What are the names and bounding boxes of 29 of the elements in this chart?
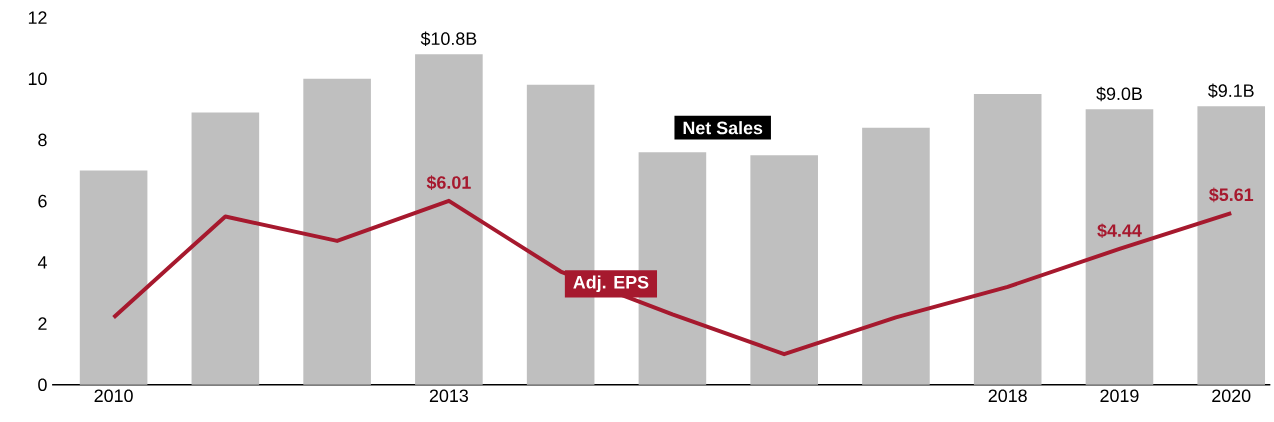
data-label: $9.1B [1208, 83, 1254, 99]
bar [79, 170, 148, 385]
data-label: $10.8B [420, 31, 477, 47]
bar [862, 127, 930, 385]
data-label: $4.44 [1097, 223, 1142, 239]
x-tick-label: 2019 [1100, 389, 1139, 403]
x-tick-label: 2010 [94, 389, 133, 403]
y-tick-label: 6 [38, 195, 47, 208]
y-tick-label: 8 [38, 133, 47, 147]
bar [303, 78, 371, 385]
bar [415, 54, 483, 385]
data-label: $6.01 [426, 175, 471, 191]
x-tick-label: 2013 [429, 389, 468, 403]
y-tick-label: 0 [38, 378, 47, 392]
y-tick-label: 4 [37, 256, 47, 269]
bar [973, 94, 1042, 385]
x-tick-label: 2020 [1212, 389, 1251, 403]
y-tick-label: 2 [38, 317, 47, 331]
x-tick-label: 2018 [988, 389, 1027, 403]
bar [1085, 109, 1154, 385]
bar [191, 112, 260, 385]
y-tick-label: 10 [28, 72, 47, 86]
data-label: $9.0B [1096, 86, 1142, 102]
data-label: $5.61 [1209, 187, 1254, 203]
bar [1197, 106, 1266, 385]
series-label: Adj. EPS [573, 275, 649, 293]
bar [750, 155, 818, 385]
series-label: Net Sales [683, 121, 763, 135]
y-tick-label: 12 [28, 11, 47, 25]
